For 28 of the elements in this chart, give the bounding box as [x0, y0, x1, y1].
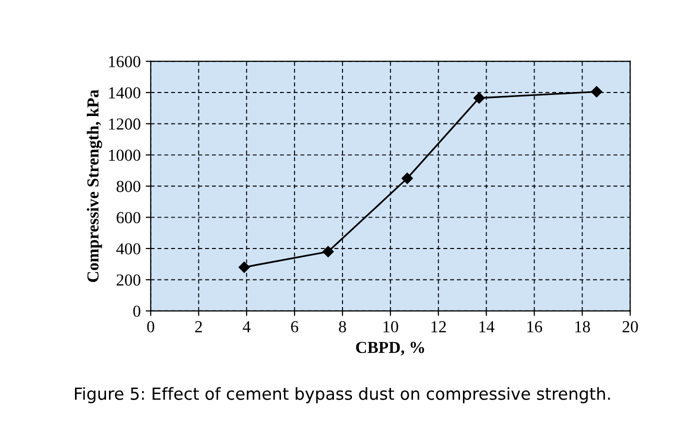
y-axis-title: Compressive Strength, kPa: [86, 90, 102, 282]
point: [402, 172, 413, 184]
y-tick-label: 400: [116, 243, 140, 254]
x-axis-title: CBPD, %: [356, 342, 424, 356]
y-tick-label: 1000: [109, 150, 140, 161]
y-tick-label: 0: [133, 306, 140, 317]
y-tick-label: 200: [116, 274, 140, 286]
y-tick-label: 1200: [109, 118, 140, 130]
x-tick-label: 4: [242, 321, 251, 332]
caption: Figure 5: Effect of cement bypass dust on compressive strength.: [74, 387, 610, 404]
y-tick-label: 800: [116, 180, 140, 192]
x-tick-label: 14: [479, 321, 494, 332]
x-tick-label: 2: [195, 321, 202, 332]
x-tick-label: 10: [384, 321, 398, 332]
x-tick-label: 16: [527, 321, 542, 332]
y-tick-label: 1600: [109, 56, 140, 68]
x-tick-label: 0: [147, 321, 154, 332]
x-tick-label: 18: [575, 321, 590, 332]
x-tick-label: 20: [622, 321, 638, 332]
x-tick-label: 8: [338, 321, 346, 332]
point: [238, 262, 250, 273]
y-tick-label: 600: [116, 212, 140, 224]
point: [591, 86, 602, 98]
x-tick-label: 6: [291, 321, 298, 332]
x-tick-label: 12: [432, 321, 446, 332]
point: [474, 92, 485, 104]
y-tick-label: 1400: [109, 87, 140, 98]
point: [322, 246, 334, 258]
